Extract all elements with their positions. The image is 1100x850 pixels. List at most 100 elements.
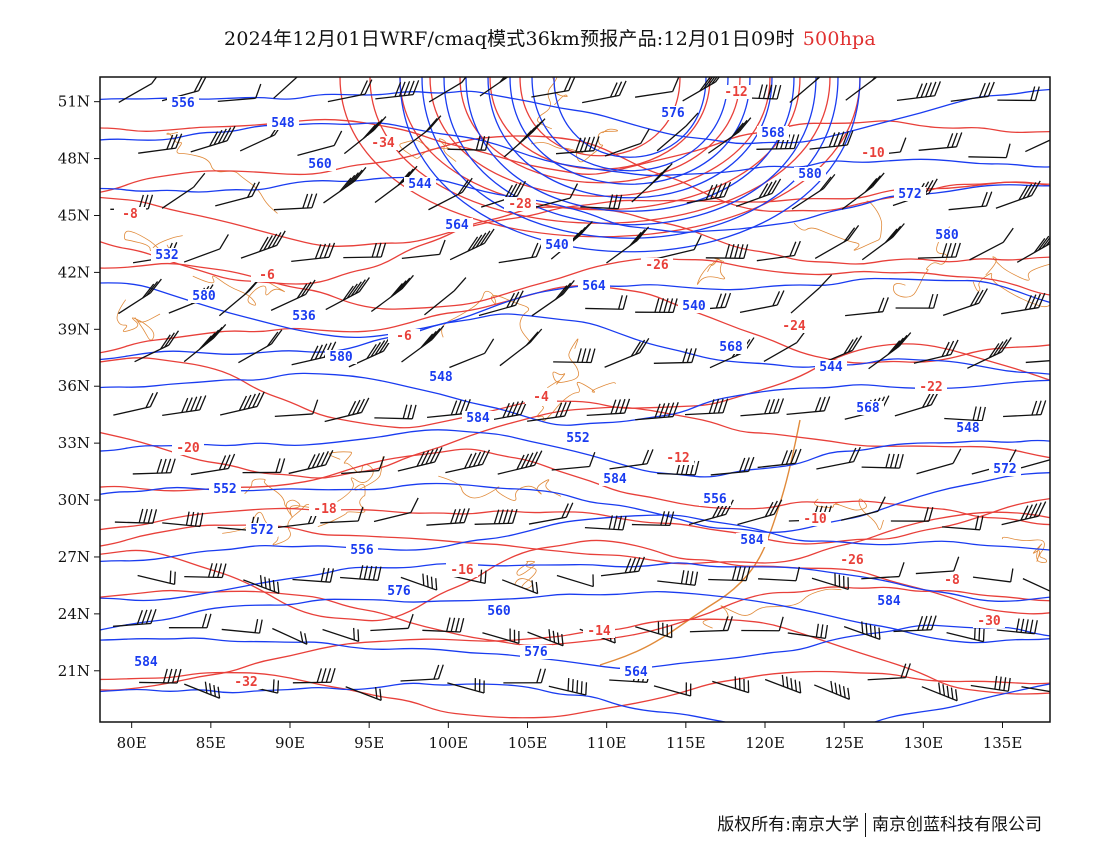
wind-barb [341,456,385,475]
wind-barb [604,128,650,157]
temperature-label: -12 [720,85,752,100]
svg-text:-14: -14 [587,624,611,639]
lat-tick-label: 30N [58,491,90,509]
wind-barb [814,225,860,259]
wind-barb [162,395,207,416]
height-label: 576 [520,645,552,660]
wind-barb [324,397,370,423]
wind-barb [764,674,802,694]
wind-barb [791,173,836,210]
temperature-label: -28 [504,197,536,212]
coastline-segment [192,275,285,306]
svg-text:568: 568 [761,126,785,141]
lon-tick-label: 110E [587,734,627,752]
svg-text:580: 580 [329,350,353,365]
temperature-label: -26 [836,553,868,568]
wind-barb [428,177,473,211]
wind-barb [445,449,491,474]
temperature-isotherm [100,448,1050,526]
wind-barb [291,242,336,263]
wind-barb [1022,578,1050,592]
wind-barb [118,278,162,315]
wind-barb [190,125,236,153]
wind-barb [400,573,438,591]
wind-barb [527,401,572,422]
temperature-label: -10 [799,512,831,527]
wind-barb [161,172,206,209]
footer-divider [865,813,866,837]
wind-barb [917,242,961,259]
wind-barb [1025,139,1050,153]
wind-barb [972,568,1014,583]
svg-text:-26: -26 [645,258,669,273]
height-label: 556 [699,492,731,507]
wind-barb [657,570,699,586]
wind-barb [890,507,934,522]
wind-barb [1021,685,1050,693]
temperature-label: -18 [309,502,341,517]
wind-barb [292,567,334,583]
svg-text:584: 584 [877,594,901,609]
wind-barb [600,556,645,577]
svg-text:-8: -8 [122,207,138,222]
wind-barb [323,166,367,204]
height-label: 568 [715,340,747,355]
wind-barb [841,172,885,210]
lat-tick-label: 36N [58,377,90,395]
height-contour [100,277,1050,339]
lat-tick-label: 33N [58,434,90,452]
height-label: 544 [815,360,847,375]
wind-barb [482,628,520,644]
wind-barb [243,575,280,594]
svg-text:-18: -18 [313,502,337,517]
wind-barb [424,277,467,316]
wind-barb [480,180,526,208]
svg-text:-24: -24 [782,319,806,334]
lon-tick-label: 85E [196,734,226,752]
wind-barb [809,130,854,150]
wind-barb [400,664,444,682]
height-contour [100,514,1050,563]
lat-tick-label: 39N [58,320,90,338]
wind-barb [584,515,627,531]
wind-barb [843,621,881,640]
wind-barb [634,77,680,98]
footer-right: 南京创蓝科技有限公司 [872,815,1042,835]
lat-tick-label: 24N [58,605,90,623]
title-level: 500hpa [802,28,876,50]
temperature-label: -14 [583,624,615,639]
height-label: 556 [167,96,199,111]
height-label: 564 [441,218,473,233]
svg-text:580: 580 [935,228,959,243]
height-label: 580 [325,350,357,365]
temperature-isotherm [100,406,1050,479]
wind-barb [397,447,443,472]
lat-tick-label: 21N [58,662,90,680]
height-label: 584 [736,533,768,548]
wind-barb [531,77,576,98]
lon-tick-label: 95E [354,734,384,752]
svg-text:548: 548 [956,421,980,436]
wind-barb [184,563,227,579]
wind-barb [184,681,221,699]
title-main: 2024年12月01日WRF/cmaq模式36km预报产品:12月01日09时 [224,28,795,50]
wind-barb [758,566,800,582]
wind-barb [968,143,1011,159]
wind-barb [533,183,579,209]
height-contour [100,562,1050,602]
svg-text:-8: -8 [944,573,960,588]
wind-barb [220,391,265,416]
height-label: 540 [678,299,710,314]
wind-barb [585,295,628,310]
wind-barb [684,398,729,416]
svg-text:576: 576 [524,645,548,660]
svg-text:-32: -32 [234,675,257,690]
wind-barb [757,448,802,469]
height-label: 584 [599,472,631,487]
svg-text:576: 576 [661,106,685,121]
height-label: 548 [267,116,299,131]
wind-barb [447,135,490,151]
wind-barb [422,617,465,633]
svg-text:584: 584 [466,411,490,426]
lat-tick-label: 45N [58,206,90,224]
